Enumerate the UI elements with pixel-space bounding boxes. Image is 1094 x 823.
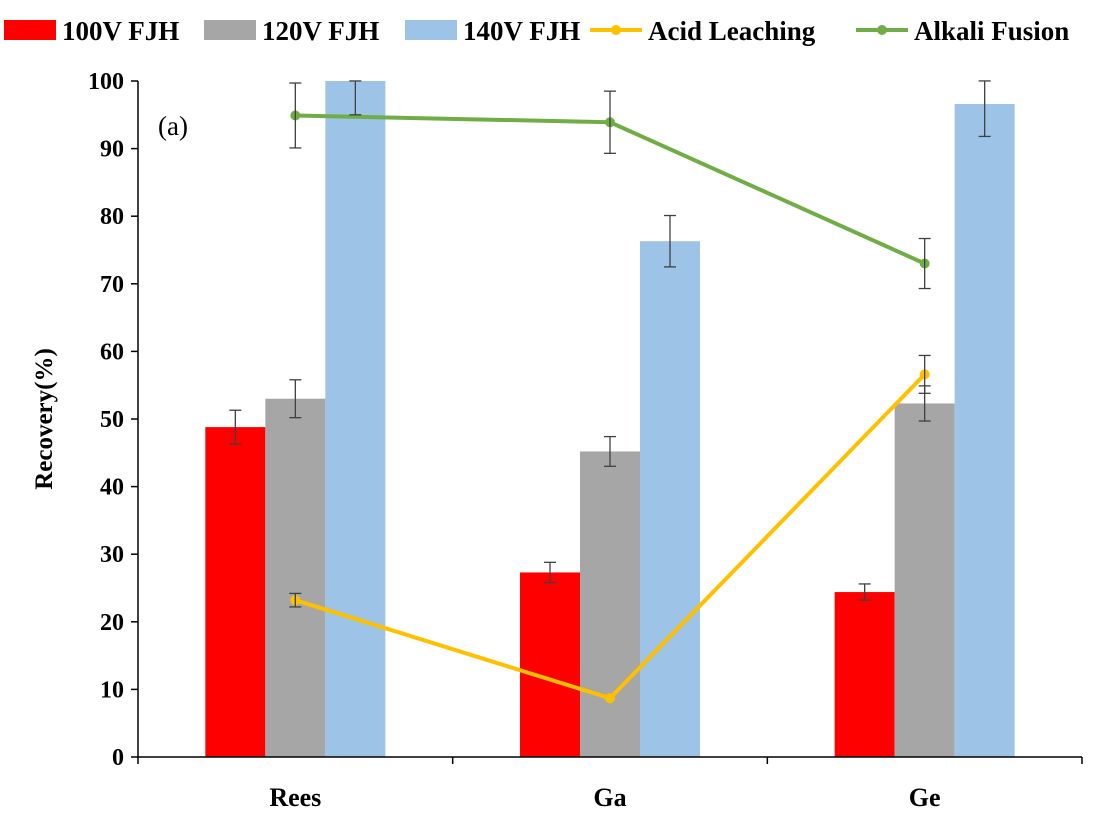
error-bar-140v-fjh-ge	[978, 80, 991, 138]
error-bar-100v-fjh-ga	[544, 561, 556, 584]
legend-swatch	[204, 20, 256, 40]
legend-label: 120V FJH	[262, 16, 379, 46]
legend-marker	[611, 25, 621, 35]
x-tick-label-ge: Ge	[909, 783, 941, 812]
bar-120v-fjh-rees	[265, 398, 326, 757]
bar-100v-fjh-ge	[834, 592, 895, 757]
x-tick-label-rees: Rees	[269, 783, 321, 812]
legend-label: 100V FJH	[62, 16, 179, 46]
y-axis-label: Recovery(%)	[31, 348, 58, 490]
error-bar-acid-leaching-ge	[918, 354, 931, 394]
legend-label: Alkali Fusion	[914, 16, 1069, 46]
error-bar-alkali-fusion-ga	[604, 90, 616, 154]
error-bar-acid-leaching-rees	[289, 592, 302, 608]
error-bar-120v-fjh-ga	[604, 435, 616, 467]
y-tick-label: 90	[100, 137, 124, 163]
error-bar-100v-fjh-ge	[858, 583, 871, 601]
legend-item-120v-fjh: 120V FJH	[204, 16, 379, 46]
legend-item-alkali-fusion: Alkali Fusion	[856, 16, 1069, 46]
error-bar-140v-fjh-rees	[349, 80, 362, 116]
x-tick-label-ga: Ga	[593, 783, 626, 812]
legend-label: Acid Leaching	[648, 16, 816, 46]
bar-140v-fjh-ge	[954, 103, 1015, 757]
legend: 100V FJH 120V FJH 140V FJH Acid Leaching Alk…	[4, 16, 1069, 46]
bar-140v-fjh-rees	[325, 81, 386, 757]
legend-item-acid-leaching: Acid Leaching	[590, 16, 816, 46]
bar-120v-fjh-ge	[894, 403, 955, 757]
error-bar-alkali-fusion-ge	[918, 237, 931, 290]
point-acid-leaching-ga	[605, 693, 615, 704]
y-tick-label: 20	[100, 610, 124, 636]
legend-label: 140V FJH	[463, 16, 580, 46]
legend-item-140v-fjh: 140V FJH	[405, 16, 580, 46]
legend-marker	[877, 25, 887, 35]
bar-120v-fjh-ga	[580, 451, 640, 757]
panel-label: (a)	[158, 111, 188, 141]
y-tick-label: 40	[100, 475, 124, 501]
error-bar-100v-fjh-rees	[229, 409, 242, 445]
legend-item-100v-fjh: 100V FJH	[4, 16, 179, 46]
bar-140v-fjh-ga	[640, 241, 700, 757]
error-bar-120v-fjh-rees	[289, 379, 302, 419]
axes: 0 10 20 30 40 50 60 70 80 90 100 Rees Ga Ge	[88, 69, 1083, 812]
y-tick-label: 50	[100, 407, 124, 433]
y-tick-label: 0	[112, 745, 124, 771]
error-bar-140v-fjh-ga	[664, 214, 676, 268]
bars-group	[205, 81, 1015, 757]
error-bars-group	[229, 80, 991, 608]
bar-100v-fjh-rees	[205, 427, 266, 757]
legend-swatch	[405, 20, 457, 40]
y-tick-label: 10	[100, 677, 124, 703]
y-tick-label: 80	[100, 204, 124, 230]
bar-100v-fjh-ga	[520, 572, 580, 757]
y-tick-label: 100	[88, 69, 124, 95]
y-tick-label: 60	[100, 339, 124, 365]
legend-swatch	[4, 20, 56, 40]
y-tick-label: 30	[100, 542, 124, 568]
y-tick-label: 70	[100, 272, 124, 298]
error-bar-alkali-fusion-rees	[289, 82, 302, 149]
